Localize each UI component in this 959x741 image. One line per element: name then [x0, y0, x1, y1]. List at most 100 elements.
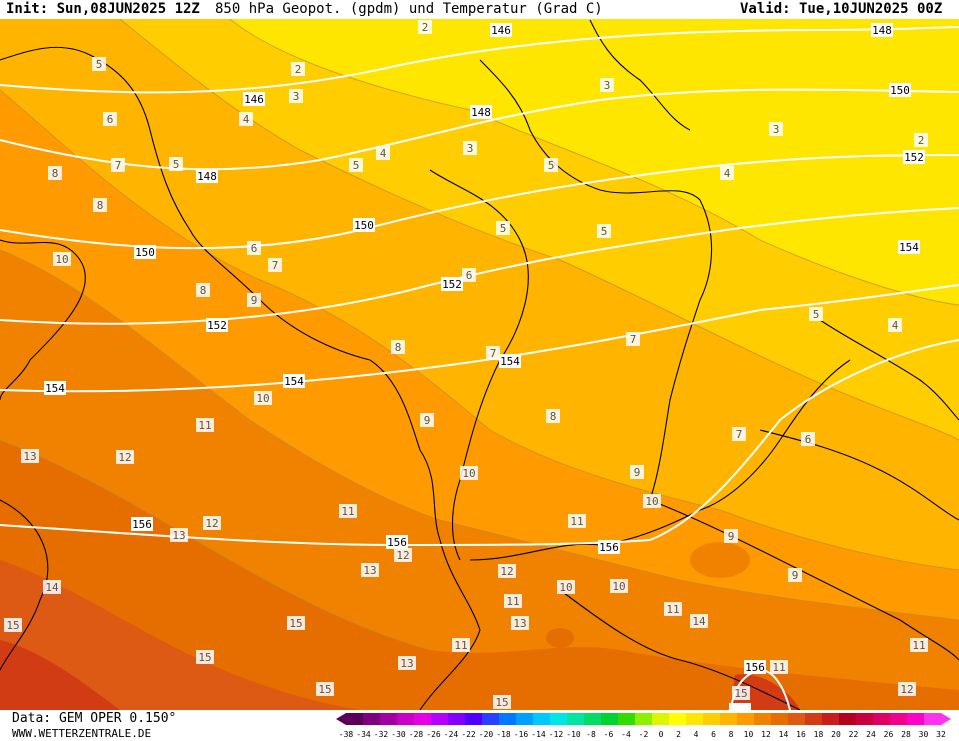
svg-text:13: 13: [172, 529, 185, 542]
temperature-label: 3: [600, 78, 614, 92]
map-footer: Data: GEM OPER 0.150° WWW.WETTERZENTRALE…: [0, 710, 959, 741]
legend-tick-label: -2: [639, 730, 649, 739]
temperature-label: 2: [914, 133, 928, 147]
svg-text:15: 15: [318, 683, 331, 696]
legend-tick-label: 24: [866, 730, 876, 739]
temperature-label: 9: [788, 568, 802, 582]
legend-tick-label: -12: [549, 730, 564, 739]
legend-arrow-right: [941, 713, 951, 725]
legend-tick-label: 32: [936, 730, 946, 739]
svg-text:11: 11: [666, 603, 679, 616]
svg-text:148: 148: [471, 106, 491, 119]
svg-text:156: 156: [132, 518, 152, 531]
temperature-label: 9: [724, 529, 738, 543]
geopotential-label: 152: [206, 318, 228, 332]
legend-tick-label: -32: [374, 730, 389, 739]
legend-swatch: [856, 713, 873, 725]
legend-swatch: [380, 713, 397, 725]
legend-swatch: [550, 713, 567, 725]
legend-swatch: [363, 713, 380, 725]
valid-time: Valid: Tue,10JUN2025 00Z: [740, 1, 943, 17]
svg-text:14: 14: [692, 615, 706, 628]
legend-swatch: [499, 713, 516, 725]
geopotential-label: 150: [889, 83, 911, 97]
legend-swatch: [448, 713, 465, 725]
geopotential-label: 152: [441, 277, 463, 291]
legend-swatch: [924, 713, 941, 725]
svg-text:10: 10: [55, 253, 68, 266]
svg-text:7: 7: [490, 347, 497, 360]
temperature-label: 12: [498, 564, 516, 578]
svg-text:152: 152: [442, 278, 462, 291]
temperature-label: 2: [418, 20, 432, 34]
temperature-label: 5: [92, 57, 106, 71]
temperature-label: 5: [169, 157, 183, 171]
geopotential-label: 146: [243, 92, 265, 106]
temperature-label: 12: [394, 548, 412, 562]
website-link: WWW.WETTERZENTRALE.DE: [12, 727, 152, 740]
temperature-label: 7: [732, 427, 746, 441]
temperature-label: 2: [291, 62, 305, 76]
svg-text:8: 8: [52, 167, 59, 180]
svg-text:11: 11: [198, 419, 211, 432]
geopotential-label: 146: [490, 23, 512, 37]
svg-text:13: 13: [23, 450, 36, 463]
legend-tick-label: 30: [919, 730, 929, 739]
temperature-label: 11: [664, 602, 682, 616]
legend-swatch: [720, 713, 737, 725]
temperature-label: 9: [630, 465, 644, 479]
svg-text:7: 7: [272, 259, 279, 272]
svg-text:2: 2: [918, 134, 925, 147]
init-time: Init: Sun,08JUN2025 12Z: [6, 1, 200, 17]
temperature-label: 8: [48, 166, 62, 180]
svg-text:8: 8: [550, 410, 557, 423]
svg-text:10: 10: [645, 495, 658, 508]
svg-text:6: 6: [466, 269, 473, 282]
svg-text:4: 4: [380, 147, 387, 160]
svg-text:5: 5: [548, 159, 555, 172]
geopotential-label-layer: 146 146 148 148 148 150 150 150 152 152 …: [44, 23, 925, 710]
temperature-label: 10: [254, 391, 272, 405]
svg-text:9: 9: [634, 466, 641, 479]
temperature-label: 3: [769, 122, 783, 136]
temperature-shading: [0, 19, 959, 710]
temperature-label: 11: [339, 504, 357, 518]
temperature-label: 14: [43, 580, 61, 594]
legend-swatch: [397, 713, 414, 725]
temperature-label: 4: [720, 166, 734, 180]
geopotential-label: 154: [283, 374, 305, 388]
svg-text:11: 11: [912, 639, 925, 652]
legend-swatch: [737, 713, 754, 725]
legend-tick-label: 28: [901, 730, 911, 739]
legend-swatch: [482, 713, 499, 725]
geopotential-label: 154: [898, 240, 920, 254]
geopotential-label: 154: [499, 354, 521, 368]
temperature-label: 13: [170, 528, 188, 542]
svg-text:2: 2: [295, 63, 302, 76]
temperature-label: 4: [888, 318, 902, 332]
temperature-label: 12: [116, 450, 134, 464]
legend-swatch: [533, 713, 550, 725]
legend-tick-label: 26: [884, 730, 894, 739]
temperature-label: 8: [391, 340, 405, 354]
temperature-label: 10: [610, 579, 628, 593]
svg-text:15: 15: [6, 619, 19, 632]
legend-swatch: [805, 713, 822, 725]
temperature-label: 3: [463, 141, 477, 155]
svg-text:14: 14: [45, 581, 59, 594]
svg-text:15: 15: [495, 696, 508, 709]
legend-swatch: [516, 713, 533, 725]
svg-text:15: 15: [198, 651, 211, 664]
svg-text:13: 13: [400, 657, 413, 670]
legend-swatch: [686, 713, 703, 725]
legend-swatch: [771, 713, 788, 725]
legend-tick-label: -4: [621, 730, 631, 739]
geopotential-label: 154: [44, 381, 66, 395]
temperature-label: 9: [247, 293, 261, 307]
temperature-label: 15: [493, 695, 511, 709]
legend-swatch: [414, 713, 431, 725]
temperature-label: 4: [376, 146, 390, 160]
geopotential-label: 148: [871, 23, 893, 37]
temperature-label: 9: [420, 413, 434, 427]
svg-text:6: 6: [251, 242, 258, 255]
